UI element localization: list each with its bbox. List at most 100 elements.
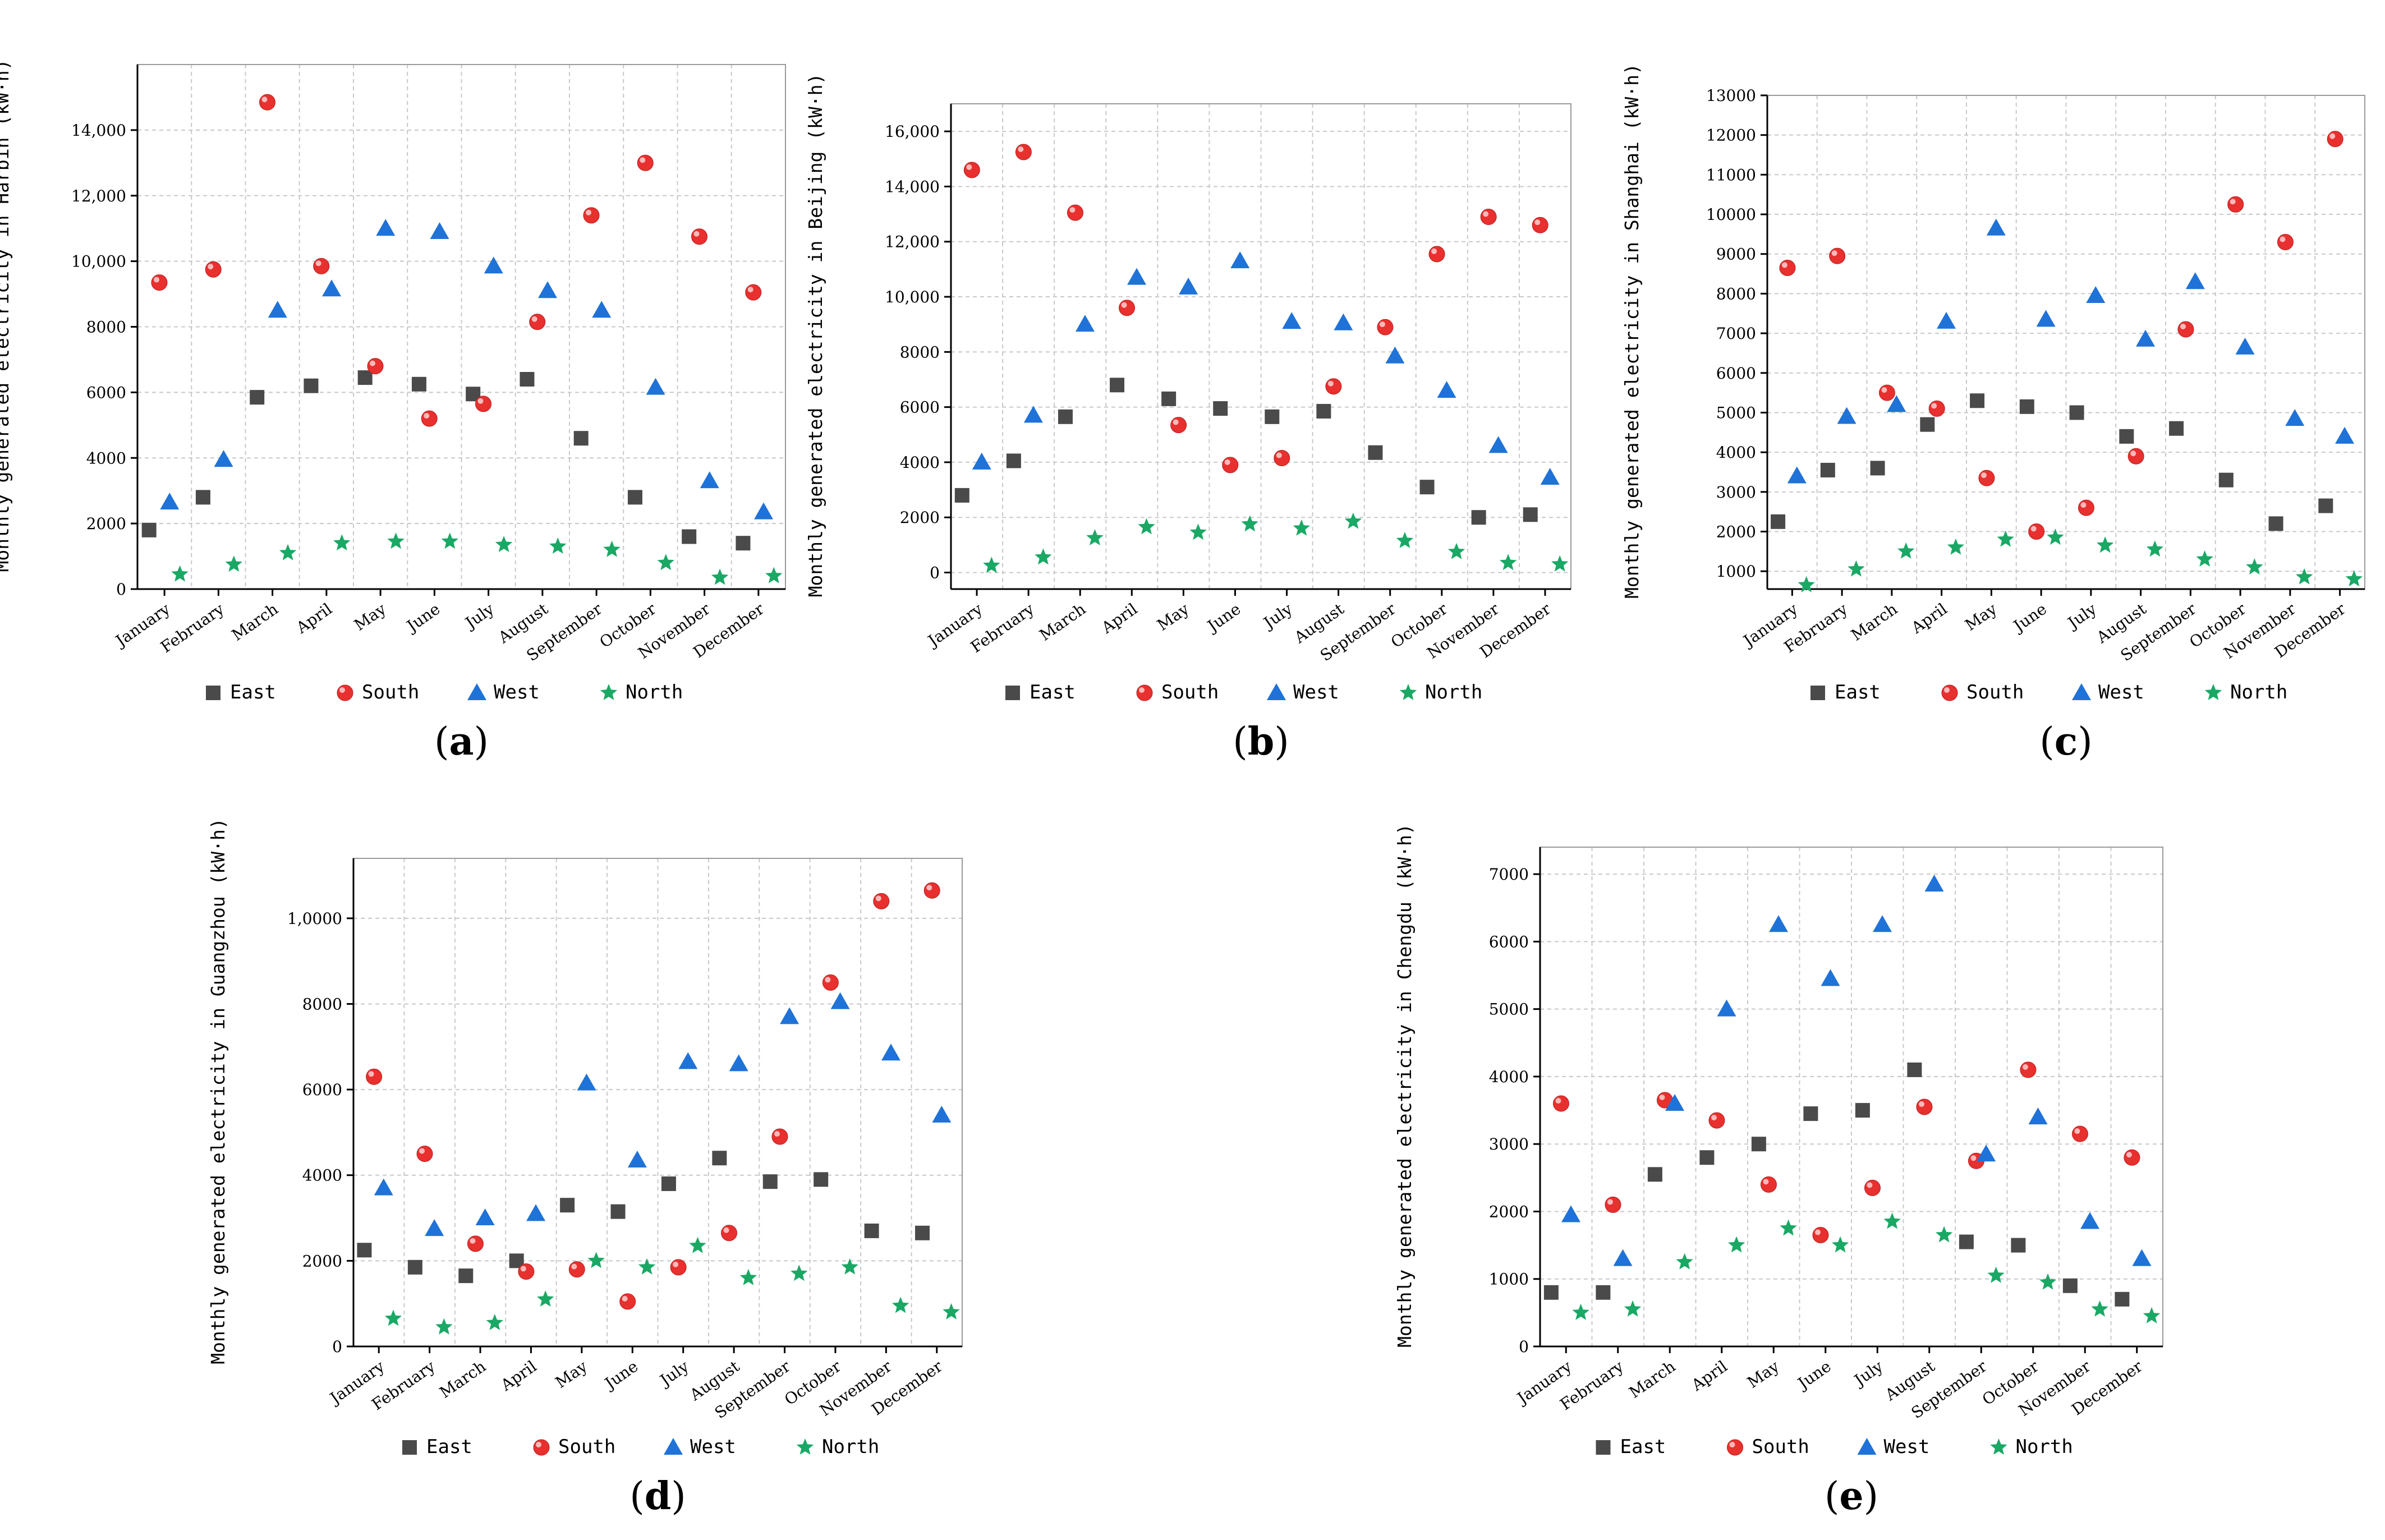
point-west	[2285, 409, 2305, 426]
legend-marker-west	[467, 683, 486, 700]
point-north	[1883, 1212, 1901, 1229]
point-east	[1771, 514, 1786, 529]
point-south-body	[568, 1261, 585, 1278]
point-west	[881, 1043, 900, 1061]
y-tick-label: 10,000	[71, 252, 126, 271]
point-south-body	[1605, 1196, 1621, 1213]
legend-marker-south-body	[337, 684, 353, 701]
point-east	[2115, 1291, 2130, 1307]
point-west	[322, 279, 342, 297]
point-south-shine	[1659, 1095, 1665, 1101]
point-west	[1717, 999, 1736, 1017]
legend-marker-south	[1136, 684, 1153, 701]
point-west	[1665, 1094, 1685, 1111]
x-tick-label: March	[1036, 600, 1090, 645]
y-tick-label: 16,000	[885, 122, 940, 141]
point-east	[1920, 417, 1935, 432]
legend-label-east: East	[1030, 681, 1076, 704]
legend-marker-north	[796, 1438, 814, 1455]
point-south	[1916, 1098, 1933, 1115]
point-north	[1035, 548, 1052, 565]
legend-marker-east	[1596, 1440, 1611, 1455]
legend-label-south: South	[1161, 681, 1219, 704]
y-axis-title: Monthly generated electricity in Guangzh…	[207, 818, 229, 1364]
point-south-shine	[622, 1295, 628, 1302]
point-south-shine	[1431, 248, 1437, 254]
legend-label-south: South	[362, 681, 419, 704]
point-south	[313, 258, 330, 274]
point-east	[2218, 472, 2234, 488]
point-south	[367, 358, 384, 375]
point-west	[1769, 915, 1789, 932]
point-south	[1779, 259, 1796, 276]
point-north	[549, 537, 567, 554]
y-tick-label: 7000	[1716, 324, 1756, 343]
point-south-shine	[774, 1131, 780, 1137]
point-north	[1551, 555, 1569, 572]
point-south-shine	[1831, 250, 1837, 256]
point-south-shine	[2074, 1128, 2080, 1134]
point-south-shine	[926, 885, 932, 891]
point-north	[1935, 1226, 1953, 1243]
legend-marker-south	[1727, 1439, 1743, 1456]
point-north	[2296, 568, 2313, 585]
point-north	[384, 1309, 402, 1326]
panel-letter-value: a	[449, 719, 474, 764]
point-south	[745, 284, 762, 301]
x-tick-label: June	[600, 1357, 642, 1394]
point-west	[729, 1054, 748, 1072]
y-tick-label: 9000	[1716, 245, 1756, 264]
point-south	[1812, 1227, 1829, 1244]
point-south	[637, 154, 654, 171]
point-east	[1596, 1285, 1611, 1300]
point-east	[1647, 1167, 1662, 1182]
point-north	[435, 1318, 453, 1335]
point-east	[1006, 453, 1021, 468]
point-north	[1086, 529, 1104, 545]
point-east	[1699, 1150, 1715, 1165]
y-axis-title: Monthly generated electricity in Harbin …	[0, 59, 13, 572]
point-south-body	[2277, 234, 2294, 251]
point-south-shine	[2080, 502, 2087, 508]
point-east	[1368, 445, 1383, 460]
point-east	[661, 1176, 676, 1191]
point-south	[1656, 1092, 1673, 1109]
point-east	[1110, 378, 1125, 393]
point-south	[467, 1235, 484, 1252]
x-tick-label: March	[228, 600, 282, 645]
point-north	[1396, 532, 1414, 548]
point-south	[2127, 448, 2144, 465]
point-south-body	[1222, 457, 1239, 474]
y-tick-label: 8000	[302, 995, 342, 1013]
point-east	[864, 1223, 879, 1238]
y-tick-label: 2000	[1716, 523, 1756, 541]
point-south-body	[1829, 247, 1846, 264]
point-north	[943, 1303, 960, 1320]
point-south	[1274, 450, 1290, 467]
point-south-shine	[1483, 211, 1489, 217]
point-south-body	[1978, 470, 1995, 486]
point-south-shine	[2180, 324, 2186, 330]
point-north	[1727, 1236, 1745, 1253]
legend-label-west: West	[1293, 681, 1339, 704]
point-east	[1803, 1106, 1818, 1121]
point-south-shine	[1607, 1199, 1613, 1205]
point-south-body	[1552, 1095, 1569, 1112]
point-south-body	[2078, 499, 2094, 516]
x-tick-label: April	[1908, 600, 1951, 637]
point-south-shine	[369, 360, 375, 366]
point-north	[2047, 528, 2064, 545]
point-east	[1161, 391, 1177, 406]
point-west	[1334, 313, 1353, 330]
point-south	[923, 882, 940, 899]
point-north	[2039, 1273, 2057, 1290]
point-north	[739, 1268, 757, 1285]
point-south-body	[518, 1263, 535, 1280]
point-south-shine	[1534, 219, 1541, 226]
point-west	[484, 256, 503, 274]
point-east	[411, 376, 426, 392]
point-north	[1293, 519, 1310, 536]
point-south-body	[1119, 300, 1136, 316]
point-north	[225, 555, 242, 572]
point-west	[2086, 286, 2106, 303]
